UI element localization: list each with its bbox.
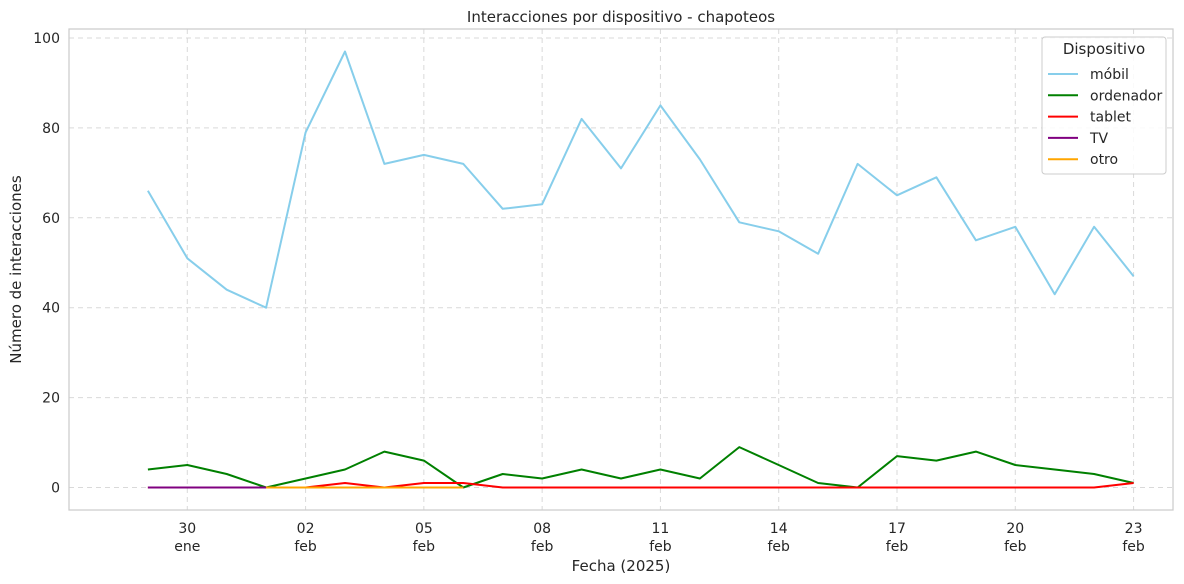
x-tick-day: 08 — [533, 521, 551, 537]
y-tick-label: 60 — [42, 211, 60, 227]
x-tick-label: 20 feb — [1004, 521, 1027, 555]
series-line-móbil — [147, 50, 1135, 309]
x-tick-day: 02 — [297, 521, 315, 537]
x-tick-label: 08 feb — [531, 521, 554, 555]
x-tick-month: feb — [1004, 539, 1027, 555]
x-ticks: 30 ene 02 feb 05 feb 08 feb 11 feb 14 feb 17 feb 20 feb… — [174, 521, 1145, 555]
legend: Dispositivo móbil ordenador tablet TV otro — [1041, 36, 1167, 175]
x-tick-label: 05 feb — [413, 521, 436, 555]
series-line-ordenador — [147, 446, 1134, 489]
legend-label: móbil — [1090, 67, 1129, 83]
x-tick-day: 14 — [770, 521, 788, 537]
x-tick-label: 23 feb — [1122, 521, 1145, 555]
x-tick-day: 30 — [178, 521, 196, 537]
legend-label: ordenador — [1090, 88, 1162, 104]
x-tick-month: feb — [531, 539, 554, 555]
y-axis-label: Número de interacciones — [7, 175, 25, 364]
y-tick-label: 20 — [42, 391, 60, 407]
legend-title: Dispositivo — [1063, 40, 1145, 58]
y-ticks: 0 20 40 60 80 100 — [33, 31, 60, 497]
plot-frame — [68, 28, 1174, 511]
y-tick-label: 80 — [42, 121, 60, 137]
x-tick-month: feb — [413, 539, 436, 555]
series-lines — [147, 50, 1135, 489]
x-tick-day: 17 — [888, 521, 906, 537]
x-tick-day: 11 — [652, 521, 670, 537]
x-tick-month: feb — [767, 539, 790, 555]
x-tick-label: 30 ene — [174, 521, 200, 555]
x-tick-month: ene — [174, 539, 200, 555]
x-tick-month: feb — [649, 539, 672, 555]
x-tick-day: 23 — [1125, 521, 1143, 537]
x-tick-label: 11 feb — [649, 521, 672, 555]
chart-title: Interacciones por dispositivo - chapoteo… — [467, 8, 775, 26]
x-tick-label: 02 feb — [294, 521, 317, 555]
x-tick-label: 17 feb — [886, 521, 909, 555]
y-tick-label: 40 — [42, 301, 60, 317]
x-tick-label: 14 feb — [767, 521, 790, 555]
legend-box — [1041, 36, 1167, 175]
grid — [69, 29, 1173, 510]
x-tick-month: feb — [1122, 539, 1145, 555]
x-tick-day: 20 — [1006, 521, 1024, 537]
legend-label: TV — [1089, 131, 1109, 147]
legend-label: tablet — [1090, 110, 1131, 126]
x-axis-label: Fecha (2025) — [572, 557, 671, 575]
x-tick-month: feb — [886, 539, 909, 555]
x-tick-day: 05 — [415, 521, 433, 537]
y-tick-label: 0 — [51, 481, 60, 497]
x-tick-month: feb — [294, 539, 317, 555]
legend-label: otro — [1090, 152, 1118, 168]
y-tick-label: 100 — [33, 31, 60, 47]
